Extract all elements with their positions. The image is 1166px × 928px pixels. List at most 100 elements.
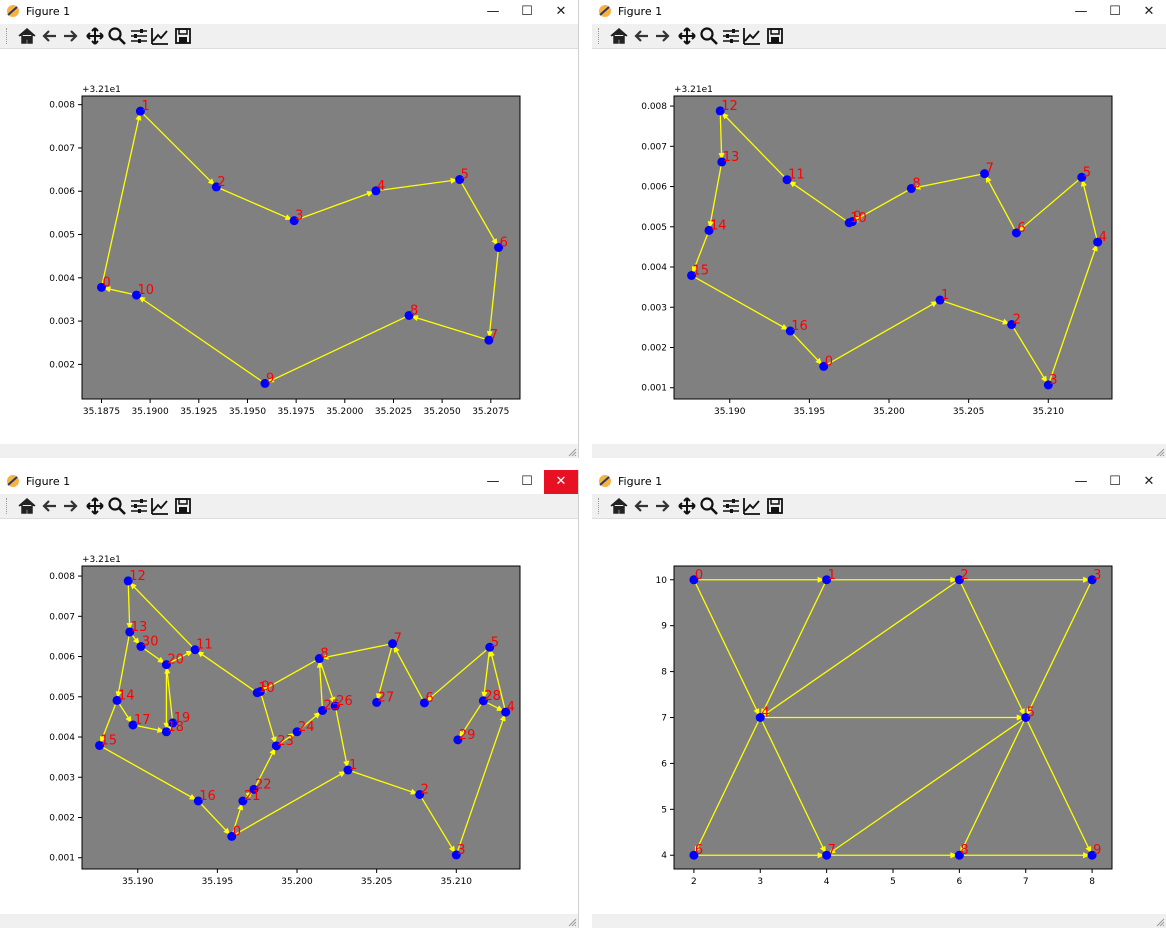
maximize-button[interactable]: ☐ xyxy=(1109,474,1121,489)
minimize-button[interactable]: — xyxy=(1074,474,1088,489)
graph-node xyxy=(494,243,504,252)
graph-edge xyxy=(759,579,828,718)
forward-arrow-icon[interactable] xyxy=(652,25,674,47)
x-tick-label: 6 xyxy=(956,877,962,887)
zoom-icon[interactable] xyxy=(698,25,720,47)
save-icon[interactable] xyxy=(764,25,786,47)
close-button[interactable]: ✕ xyxy=(1143,474,1155,489)
graph-node xyxy=(755,713,765,722)
app-icon xyxy=(599,5,611,17)
back-arrow-icon[interactable] xyxy=(38,25,60,47)
y-tick-label: 0.003 xyxy=(49,317,75,327)
home-icon[interactable] xyxy=(608,25,630,47)
node-label: 8 xyxy=(960,843,968,858)
edit-axis-icon[interactable] xyxy=(741,25,763,47)
graph-node xyxy=(687,270,697,280)
graph-node xyxy=(822,575,832,585)
node-label: 0 xyxy=(102,275,110,290)
toolbar xyxy=(0,24,578,49)
maximize-button[interactable]: ☐ xyxy=(521,4,533,19)
node-label: 24 xyxy=(298,720,315,735)
graph-edge xyxy=(719,110,788,181)
title-bar[interactable]: Figure 1 — ☐ ✕ xyxy=(592,470,1166,494)
close-button[interactable]: ✕ xyxy=(1143,4,1155,19)
title-bar[interactable]: Figure 1 — ☐ ✕ xyxy=(0,0,578,24)
plot-area[interactable]: +3.21e1 35.190 35.195 35.200 35.205 35.210 0.0… xyxy=(592,49,1166,444)
title-bar[interactable]: Figure 1 — ☐ ✕ xyxy=(592,0,1166,24)
x-tick-label: 35.1925 xyxy=(180,407,217,417)
graph-edge xyxy=(693,579,761,718)
home-icon[interactable] xyxy=(16,495,38,517)
edit-axis-icon[interactable] xyxy=(149,25,171,47)
y-tick-label: 6 xyxy=(661,759,667,769)
node-label: 23 xyxy=(277,734,294,749)
home-icon[interactable] xyxy=(608,495,630,517)
graph-edge xyxy=(1025,579,1093,718)
graph-node xyxy=(1077,172,1087,182)
back-arrow-icon[interactable] xyxy=(630,495,652,517)
zoom-icon[interactable] xyxy=(106,495,128,517)
graph-node xyxy=(252,688,262,698)
minimize-button[interactable]: — xyxy=(486,4,500,19)
zoom-icon[interactable] xyxy=(698,495,720,517)
y-tick-label: 0.002 xyxy=(49,813,75,823)
pan-icon[interactable] xyxy=(676,25,698,47)
back-arrow-icon[interactable] xyxy=(38,495,60,517)
forward-arrow-icon[interactable] xyxy=(60,25,82,47)
resize-grip-icon[interactable] xyxy=(567,447,577,457)
graph-node xyxy=(388,639,398,649)
title-bar[interactable]: Figure 1 — ☐ ✕ xyxy=(0,470,578,494)
back-arrow-icon[interactable] xyxy=(630,25,652,47)
close-button[interactable]: ✕ xyxy=(544,470,578,494)
plot-area[interactable]: 2 3 4 5 6 7 8 4 5 6 7 8 9 10 0 1 2 3 4 5 6 7 8 9 xyxy=(592,519,1166,914)
edge-arrowhead xyxy=(1083,852,1091,859)
subplots-icon[interactable] xyxy=(128,25,150,47)
graph-edge xyxy=(958,579,1027,718)
plot-area[interactable]: +3.21e1 35.1875 35.1900 35.1925 35.1950 35.19… xyxy=(0,49,578,444)
edit-axis-icon[interactable] xyxy=(741,495,763,517)
x-tick-label: 35.2000 xyxy=(326,407,363,417)
toolbar-grip[interactable] xyxy=(598,28,602,44)
graph-edge xyxy=(958,717,1027,856)
node-label: 3 xyxy=(457,843,465,858)
pan-icon[interactable] xyxy=(84,25,106,47)
edit-axis-icon[interactable] xyxy=(149,495,171,517)
plot-area[interactable]: +3.21e1 35.190 35.195 35.200 35.205 35.210 0.0… xyxy=(0,519,578,914)
resize-grip-icon[interactable] xyxy=(1155,447,1165,457)
figure-canvas: +3.21e1 35.190 35.195 35.200 35.205 35.210 0.0… xyxy=(49,555,521,887)
forward-arrow-icon[interactable] xyxy=(60,495,82,517)
maximize-button[interactable]: ☐ xyxy=(1109,4,1121,19)
zoom-icon[interactable] xyxy=(106,25,128,47)
pan-icon[interactable] xyxy=(84,495,106,517)
resize-grip-icon[interactable] xyxy=(567,917,577,927)
subplots-icon[interactable] xyxy=(128,495,150,517)
edge-arrowhead xyxy=(1016,714,1024,721)
minimize-button[interactable]: — xyxy=(1074,4,1088,19)
subplots-icon[interactable] xyxy=(720,25,742,47)
close-button[interactable]: ✕ xyxy=(555,4,567,19)
pan-icon[interactable] xyxy=(676,495,698,517)
edge-arrowhead xyxy=(817,576,825,583)
node-label: 4 xyxy=(761,706,769,721)
toolbar-grip[interactable] xyxy=(6,498,10,514)
home-icon[interactable] xyxy=(16,25,38,47)
resize-grip-icon[interactable] xyxy=(1155,917,1165,927)
axis-offset-label: +3.21e1 xyxy=(82,555,121,565)
toolbar-grip[interactable] xyxy=(6,28,10,44)
forward-arrow-icon[interactable] xyxy=(652,495,674,517)
graph-node xyxy=(132,290,142,300)
x-tick-label: 35.2050 xyxy=(424,407,461,417)
subplots-icon[interactable] xyxy=(720,495,742,517)
graph-node xyxy=(372,697,382,707)
node-label: 6 xyxy=(695,843,703,858)
graph-node xyxy=(271,741,281,751)
save-icon[interactable] xyxy=(764,495,786,517)
save-icon[interactable] xyxy=(172,495,194,517)
minimize-button[interactable]: — xyxy=(486,474,500,489)
toolbar-grip[interactable] xyxy=(598,498,602,514)
maximize-button[interactable]: ☐ xyxy=(521,474,533,489)
graph-edge xyxy=(489,647,507,713)
save-icon[interactable] xyxy=(172,25,194,47)
node-label: 6 xyxy=(500,236,508,251)
node-label: 12 xyxy=(129,569,146,584)
